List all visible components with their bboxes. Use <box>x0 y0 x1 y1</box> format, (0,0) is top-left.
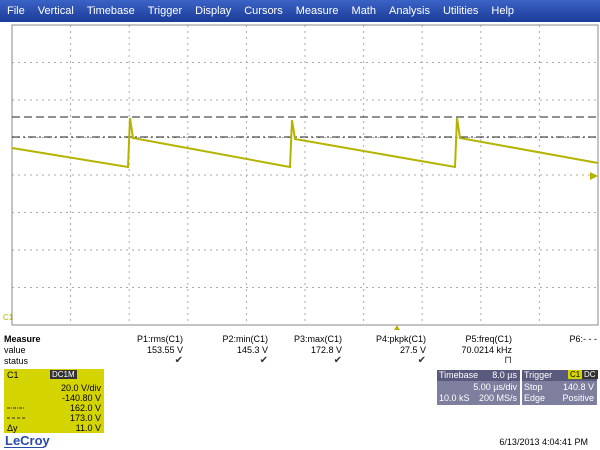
trigger-type: Edge <box>524 393 546 403</box>
menu-item[interactable]: Analysis <box>389 5 430 17</box>
time-scale: 5.00 µs/div <box>473 382 517 392</box>
timebase-label: Timebase <box>439 370 479 380</box>
trigger-source: C1 <box>568 370 583 379</box>
cursor1: 162.0 V <box>69 403 101 413</box>
delta-label: Δy <box>7 423 18 433</box>
trigger-box: Trigger C1 DC Stop 140.8 V Edge Positive <box>522 370 598 405</box>
status-icon: ✔ <box>174 355 183 366</box>
param-name: P2:min(C1) <box>222 334 268 344</box>
brand: LeCroy <box>5 433 50 448</box>
menu-item[interactable]: Vertical <box>37 5 74 17</box>
offset: -140.80 V <box>61 393 101 403</box>
cursor2: 173.0 V <box>69 413 101 423</box>
channel-name: C1 <box>7 370 19 380</box>
param-name: P6:- - - <box>569 334 597 344</box>
row-label: value <box>4 345 26 355</box>
menu-item[interactable]: Cursors <box>244 5 283 17</box>
trigger-marker <box>394 325 400 330</box>
delay: 8.0 µs <box>492 370 517 380</box>
param-value: 172.8 V <box>310 345 342 355</box>
trigger-level: 140.8 V <box>562 382 594 392</box>
param-name: P1:rms(C1) <box>136 334 183 344</box>
trigger-label: Trigger <box>524 370 553 380</box>
status-icon: ✔ <box>417 355 426 366</box>
param-name: P4:pkpk(C1) <box>375 334 426 344</box>
param-name: P3:max(C1) <box>293 334 342 344</box>
brand-underline <box>4 447 44 448</box>
cursor-legend <box>7 407 25 419</box>
channel-box: C1 DC1M 20.0 V/div -140.80 V 162.0 V 173… <box>4 369 104 433</box>
offset-marker <box>590 172 598 180</box>
menu-item[interactable]: Trigger <box>147 5 183 17</box>
samples: 10.0 kS <box>439 393 470 403</box>
scale: 20.0 V/div <box>60 383 101 393</box>
row-label: status <box>4 356 29 366</box>
param-value: 145.3 V <box>236 345 268 355</box>
timebase-box: Timebase 8.0 µs 5.00 µs/div 10.0 kS 200 … <box>437 370 520 405</box>
menu-item[interactable]: Utilities <box>442 5 479 17</box>
timestamp: 6/13/2013 4:04:41 PM <box>499 437 588 447</box>
measure-title: Measure <box>4 334 41 344</box>
rate: 200 MS/s <box>478 393 517 403</box>
waveform <box>11 117 599 169</box>
menu-item[interactable]: File <box>7 5 25 17</box>
trigger-mode: Stop <box>524 382 543 392</box>
status-icon: ⊓ <box>504 355 512 366</box>
graticule: C1 <box>0 22 600 332</box>
menu-item[interactable]: Measure <box>295 5 339 17</box>
menu-item[interactable]: Math <box>351 5 376 17</box>
coupling: DC1M <box>50 370 77 379</box>
menu-item[interactable]: Timebase <box>86 5 135 17</box>
trigger-coupling: DC <box>582 370 598 379</box>
param-name: P5:freq(C1) <box>465 334 512 344</box>
status-icon: ✔ <box>259 355 268 366</box>
param-value: 27.5 V <box>399 345 426 355</box>
trigger-slope: Positive <box>562 393 594 403</box>
menu-bar: File Vertical Timebase Trigger Display Cursor… <box>0 0 600 22</box>
status-icon: ✔ <box>333 355 342 366</box>
channel-marker: C1 <box>3 313 14 322</box>
menu-item[interactable]: Help <box>491 5 515 17</box>
delta: 11.0 V <box>75 423 101 433</box>
param-value: 70.0214 kHz <box>461 345 512 355</box>
param-value: 153.55 V <box>146 345 183 355</box>
menu-item[interactable]: Display <box>195 5 232 17</box>
